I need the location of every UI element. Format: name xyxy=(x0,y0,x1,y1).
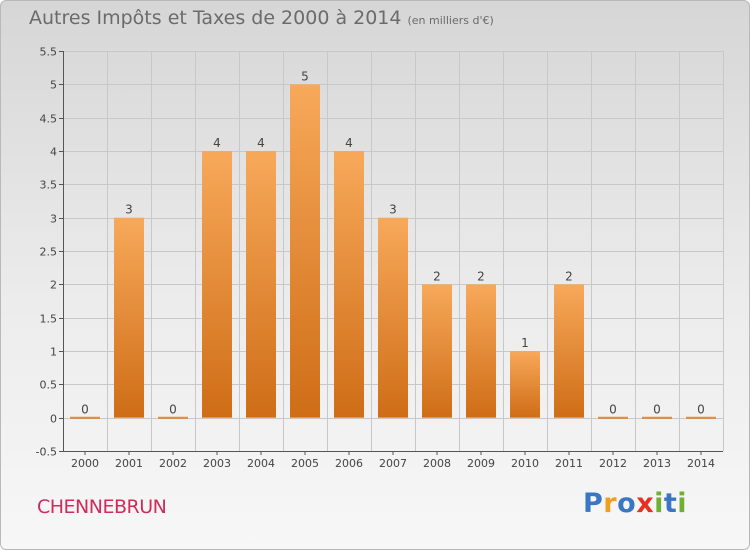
axes xyxy=(59,51,723,455)
logo-letter: r xyxy=(603,488,618,519)
bar-2000 xyxy=(70,416,100,419)
bar-2014 xyxy=(686,416,716,419)
x-tick-label: 2000 xyxy=(71,457,99,470)
data-label: 4 xyxy=(257,136,265,150)
data-label: 0 xyxy=(697,403,705,417)
logo-letter: t xyxy=(663,488,678,519)
chart-title: Autres Impôts et Taxes de 2000 à 2014 (en… xyxy=(29,7,494,29)
y-tick-label: 4.5 xyxy=(40,113,58,126)
data-label: 0 xyxy=(169,403,177,417)
bar-2007 xyxy=(378,217,408,418)
y-tick-label: 1.5 xyxy=(40,313,58,326)
proxiti-logo[interactable]: Proxiti xyxy=(583,488,687,519)
data-label: 3 xyxy=(389,203,397,217)
bar-2013 xyxy=(642,416,672,419)
y-tick-labels: -0.5 0 0.5 1 1.5 2 2.5 3 3.5 4 4.5 5 5.5 xyxy=(36,46,57,459)
x-tick-label: 2010 xyxy=(511,457,539,470)
data-label: 5 xyxy=(301,69,309,83)
x-tick-label: 2012 xyxy=(599,457,627,470)
x-tick-label: 2001 xyxy=(115,457,143,470)
x-tick-label: 2006 xyxy=(335,457,363,470)
y-tick-label: 3.5 xyxy=(40,179,58,192)
y-tick-label: 4 xyxy=(50,146,57,159)
bar-2006 xyxy=(334,151,364,418)
data-label: 0 xyxy=(609,403,617,417)
bar-2011 xyxy=(554,284,584,418)
bar-2008 xyxy=(422,284,452,418)
bar-2005 xyxy=(290,84,320,418)
data-labels: 0 3 0 4 4 5 4 3 2 2 1 2 0 0 0 xyxy=(81,69,705,416)
y-tick-label: 0.5 xyxy=(40,379,58,392)
data-label: 3 xyxy=(125,203,133,217)
x-tick-label: 2005 xyxy=(291,457,319,470)
x-tick-label: 2003 xyxy=(203,457,231,470)
logo-letter: i xyxy=(677,488,688,519)
x-tick-label: 2013 xyxy=(643,457,671,470)
logo-letter: i xyxy=(654,488,664,519)
x-tick-label: 2011 xyxy=(555,457,583,470)
y-tick-label: 3 xyxy=(50,213,57,226)
x-tick-label: 2002 xyxy=(159,457,187,470)
y-tick-label: 5 xyxy=(50,79,57,92)
y-tick-label: 1 xyxy=(50,346,57,359)
chart-title-main: Autres Impôts et Taxes de 2000 à 2014 xyxy=(29,7,402,29)
x-tick-label: 2009 xyxy=(467,457,495,470)
data-label: 1 xyxy=(521,336,529,350)
logo-letter: x xyxy=(636,488,655,519)
x-tick-label: 2004 xyxy=(247,457,275,470)
data-label: 2 xyxy=(433,269,441,283)
data-label: 2 xyxy=(477,269,485,283)
x-tick-label: 2008 xyxy=(423,457,451,470)
data-label: 4 xyxy=(213,136,221,150)
bar-2004 xyxy=(246,151,276,418)
bar-2001 xyxy=(114,217,144,418)
x-tick-labels: 2000 2001 2002 2003 2004 2005 2006 2007 2008 2009… xyxy=(71,457,715,470)
logo-letter: P xyxy=(583,488,604,519)
data-label: 0 xyxy=(81,403,89,417)
y-tick-label: -0.5 xyxy=(36,446,57,459)
bar-2003 xyxy=(202,151,232,418)
bar-2009 xyxy=(466,284,496,418)
data-label: 2 xyxy=(565,269,573,283)
x-tick-label: 2007 xyxy=(379,457,407,470)
logo-letter: o xyxy=(617,488,637,519)
y-tick-label: 2 xyxy=(50,279,57,292)
data-label: 4 xyxy=(345,136,353,150)
bar-2002 xyxy=(158,416,188,419)
commune-name: CHENNEBRUN xyxy=(37,496,167,518)
x-tick-label: 2014 xyxy=(687,457,715,470)
y-tick-label: 2.5 xyxy=(40,246,58,259)
chart-title-unit: (en milliers d'€) xyxy=(407,14,494,27)
bar-2012 xyxy=(598,416,628,419)
y-tick-label: 5.5 xyxy=(40,46,58,59)
data-label: 0 xyxy=(653,403,661,417)
bars xyxy=(70,84,716,419)
bar-2010 xyxy=(510,351,540,418)
y-tick-label: 0 xyxy=(50,413,57,426)
